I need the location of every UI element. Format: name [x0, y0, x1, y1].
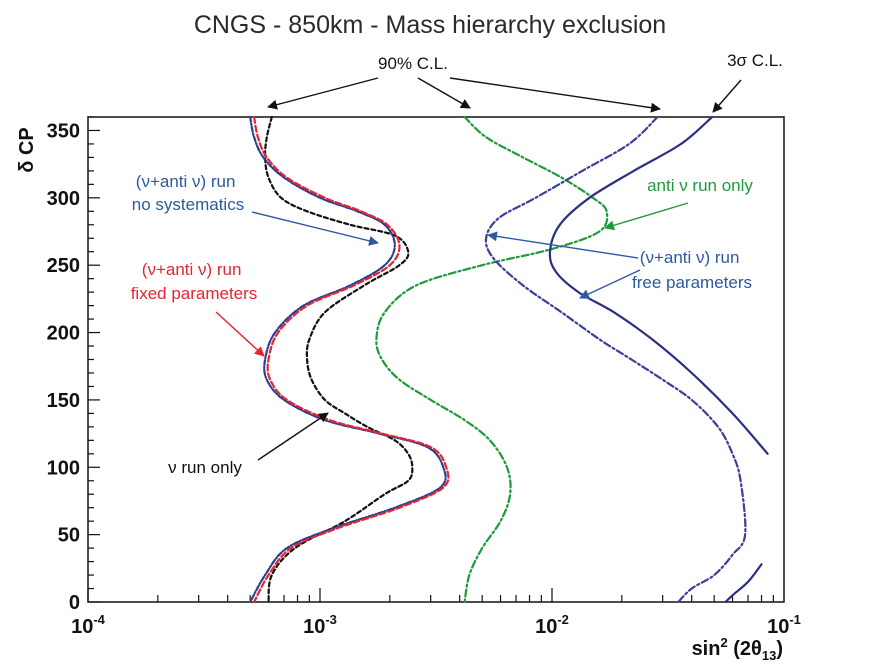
y-tick-label: 150	[47, 390, 80, 412]
series-line-0	[263, 115, 414, 604]
series-layer	[249, 115, 769, 604]
annotation-anti-nu-only: anti ν run only	[647, 176, 753, 195]
annotation-nu-only: ν run only	[168, 458, 242, 477]
annotations: 90% C.L. 3σ C.L. (ν+anti ν) run no syste…	[131, 51, 783, 477]
annotation-free-parameters: (ν+anti ν) run free parameters	[632, 248, 752, 292]
series-line-4	[484, 115, 747, 604]
x-tick-label: 10-2	[535, 612, 569, 638]
annotation-90cl: 90% C.L.	[378, 54, 448, 73]
series-line-3	[375, 115, 609, 604]
arrow-free-parameters-a	[487, 231, 639, 259]
arrow-fixed-parameters	[215, 311, 265, 357]
series-line-2	[253, 115, 450, 604]
y-tick-label: 50	[58, 525, 80, 547]
x-axis-label: sin2 (2θ13)	[692, 635, 783, 663]
arrow-90cl-mid	[417, 77, 471, 109]
y-axis-label: δ CP	[16, 127, 38, 172]
y-tick-label: 0	[69, 592, 80, 614]
arrow-free-parameters-b	[579, 269, 641, 299]
chart-title: CNGS - 850km - Mass hierarchy exclusion	[194, 11, 666, 39]
x-axis: 10-4 10-3 10-2 10-1	[71, 588, 801, 638]
y-tick-label: 300	[47, 188, 80, 210]
y-tick-label: 250	[47, 255, 80, 277]
y-tick-label: 200	[47, 323, 80, 345]
arrow-3sigma	[712, 79, 742, 113]
series-line-1	[249, 115, 447, 604]
series-line-6	[724, 563, 763, 604]
annotation-fixed-parameters: (ν+anti ν) run fixed parameters	[131, 260, 258, 303]
x-tick-label: 10-1	[767, 612, 801, 638]
x-tick-label: 10-3	[303, 612, 337, 638]
arrow-anti-nu-only	[604, 202, 689, 231]
annotation-no-systematics: (ν+anti ν) run no systematics	[132, 172, 244, 214]
arrow-no-systematics	[251, 211, 379, 246]
series-line-5	[548, 115, 769, 455]
y-tick-label: 350	[47, 120, 80, 142]
arrow-90cl-right	[449, 77, 661, 113]
arrow-90cl-left	[267, 77, 379, 110]
y-axis: 0 50 100 150 200 250 300 350	[47, 116, 100, 614]
x-tick-label: 10-4	[71, 612, 106, 638]
y-tick-label: 100	[47, 457, 80, 479]
annotation-3sigma-cl: 3σ C.L.	[727, 51, 783, 70]
arrow-nu-only	[257, 412, 329, 461]
